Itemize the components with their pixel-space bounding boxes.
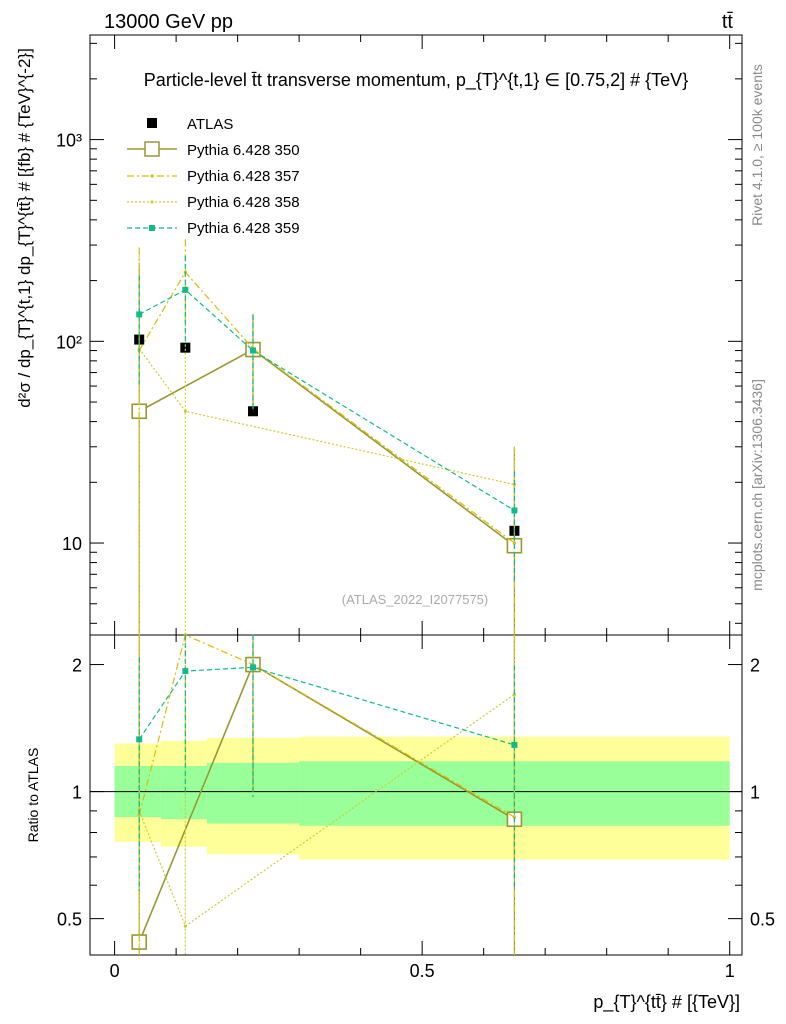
ratio-xtick-label: 1 — [725, 961, 735, 981]
legend: ATLAS Pythia 6.428 350 Pythia 6.428 357 … — [127, 116, 300, 237]
ratio-ytick-label-left: 1 — [72, 783, 82, 803]
header-right: tt̄ — [722, 11, 734, 33]
main-series — [131, 239, 523, 635]
main-title: Particle-level t̄t transverse momentum, … — [144, 70, 688, 91]
ratio-ytick-label-right: 0.5 — [750, 910, 775, 930]
main-pythia-6-428-358-point — [183, 409, 187, 413]
ratio-pythia-6-428-359-point — [250, 664, 256, 671]
legend-entry-atlas: ATLAS — [147, 116, 233, 133]
ratio-panel-frame — [89, 634, 743, 956]
main-ylabel: d²σ / dp_{T}^{t,1} dp_{T}^{tt̄} # [{fb} … — [15, 48, 34, 408]
main-pythia-6-428-359-point — [511, 507, 518, 514]
main-pythia-6-428-359-point — [182, 286, 189, 293]
band-green-1 — [160, 765, 207, 820]
ratio-xtick-label: 0 — [110, 961, 120, 981]
ratio-ytick-label-left: 0.5 — [57, 910, 82, 930]
legend-atlas-label: ATLAS — [187, 116, 233, 133]
ratio-pythia-6-428-357-point — [512, 815, 517, 819]
main-pythia-6-428-359-point — [136, 311, 143, 318]
ratio-ytick-label-right: 2 — [750, 656, 760, 676]
legend-350-marker — [144, 141, 160, 157]
header-left: 13000 GeV pp — [104, 11, 233, 33]
ratio-series — [131, 633, 523, 955]
main-pythia-6-428-350-line — [138, 348, 515, 547]
legend-359-label: Pythia 6.428 359 — [187, 220, 300, 237]
ratio-pythia-6-428-359-point — [182, 668, 189, 675]
ratio-pythia-6-428-359-point — [136, 736, 143, 743]
legend-entry-358: Pythia 6.428 358 — [127, 194, 300, 211]
legend-entry-350: Pythia 6.428 350 — [127, 141, 300, 159]
main-pythia-6-428-357-line — [138, 271, 515, 544]
axis-ticks: 10 10² 10³ 0.5 0.5 1 1 2 2 0 0.5 1 — [56, 35, 775, 981]
legend-357-label: Pythia 6.428 357 — [187, 168, 300, 185]
legend-entry-359: Pythia 6.428 359 — [127, 220, 300, 237]
analysis-watermark: (ATLAS_2022_I2077575) — [342, 592, 488, 607]
legend-359-marker — [149, 225, 155, 231]
ratio-pythia-6-428-359-line — [138, 666, 515, 746]
rivet-label: Rivet 4.1.0, ≥ 100k events — [749, 64, 765, 226]
main-ytick-label: 10³ — [56, 131, 82, 151]
main-atlas-point — [180, 342, 191, 353]
main-pythia-6-428-357-point — [512, 541, 517, 545]
ratio-ytick-label-left: 2 — [72, 656, 82, 676]
legend-entry-357: Pythia 6.428 357 — [127, 168, 300, 185]
ratio-pythia-6-428-358-point — [183, 924, 187, 928]
ratio-xlabel: p_{T}^{tt̄} # [{TeV}] — [593, 992, 740, 1013]
main-pythia-6-428-359-line — [138, 289, 515, 511]
main-ytick-label: 10 — [62, 534, 82, 554]
ratio-ytick-label-right: 1 — [750, 783, 760, 803]
ratio-ylabel: Ratio to ATLAS — [25, 748, 41, 843]
ratio-pythia-6-428-357-line — [138, 634, 515, 818]
main-ytick-label: 10² — [56, 332, 82, 352]
legend-358-marker — [150, 200, 154, 204]
legend-357-marker — [150, 174, 154, 178]
legend-350-label: Pythia 6.428 350 — [187, 142, 300, 159]
legend-atlas-marker — [147, 118, 157, 128]
mcplots-label: mcplots.cern.ch [arXiv:1306.3436] — [749, 379, 765, 591]
main-pythia-6-428-359-point — [250, 347, 256, 354]
legend-358-label: Pythia 6.428 358 — [187, 194, 300, 211]
ratio-pythia-6-428-359-point — [511, 741, 518, 748]
main-pythia-6-428-358-line — [138, 348, 515, 486]
ratio-uncertainty-bands — [90, 736, 742, 860]
ratio-xtick-label: 0.5 — [410, 961, 435, 981]
